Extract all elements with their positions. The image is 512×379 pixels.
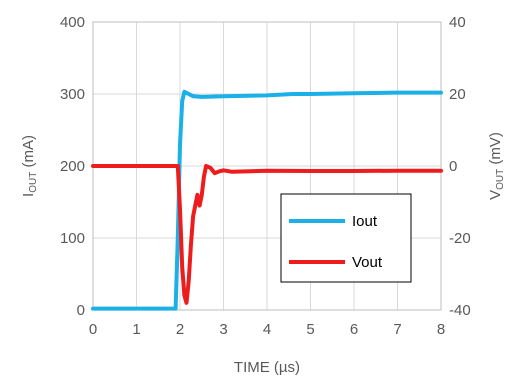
legend-label-iout: Iout xyxy=(352,213,378,230)
legend-label-vout: Vout xyxy=(352,254,383,271)
y-right-tick-label-0: -40 xyxy=(449,302,471,319)
x-tick-label-0: 0 xyxy=(89,321,97,338)
legend: Iout Vout xyxy=(280,193,412,283)
x-tick-label-5: 5 xyxy=(306,321,314,338)
y-right-tick-label-1: -20 xyxy=(449,230,471,247)
y-right-title-unit: (mV) xyxy=(487,132,504,169)
x-tick-label-1: 1 xyxy=(132,321,140,338)
x-tick-label-7: 7 xyxy=(393,321,401,338)
x-axis-title: TIME (µs) xyxy=(234,359,300,376)
y-right-axis-title: VOUT (mV) xyxy=(487,132,506,200)
y-left-tick-labels: 0 100 200 300 400 xyxy=(60,14,85,319)
x-tick-label-4: 4 xyxy=(263,321,271,338)
y-left-title-sub: OUT xyxy=(28,172,39,193)
y-right-title-sub: OUT xyxy=(495,169,506,190)
x-tick-label-2: 2 xyxy=(176,321,184,338)
y-right-tick-label-3: 20 xyxy=(449,86,466,103)
series-line-vout xyxy=(91,164,443,305)
x-tick-label-6: 6 xyxy=(350,321,358,338)
y-right-title-main: V xyxy=(487,190,504,200)
series-layer xyxy=(91,89,443,311)
y-left-title-main: I xyxy=(20,193,37,197)
y-right-tick-labels: -40 -20 0 20 40 xyxy=(449,14,471,319)
y-left-tick-label-0: 0 xyxy=(77,302,85,319)
y-left-tick-label-1: 100 xyxy=(60,230,85,247)
y-right-tick-label-4: 40 xyxy=(449,14,466,31)
y-right-tick-label-2: 0 xyxy=(449,158,457,175)
x-tick-label-8: 8 xyxy=(437,321,445,338)
x-tick-label-3: 3 xyxy=(219,321,227,338)
x-tick-labels: 0 1 2 3 4 5 6 7 8 xyxy=(89,321,445,338)
y-left-tick-label-4: 400 xyxy=(60,14,85,31)
y-left-title-unit: (mA) xyxy=(20,135,37,172)
legend-box xyxy=(280,193,412,283)
y-left-axis-title: IOUT (mA) xyxy=(20,135,39,197)
y-left-tick-label-2: 200 xyxy=(60,158,85,175)
y-left-tick-label-3: 300 xyxy=(60,86,85,103)
